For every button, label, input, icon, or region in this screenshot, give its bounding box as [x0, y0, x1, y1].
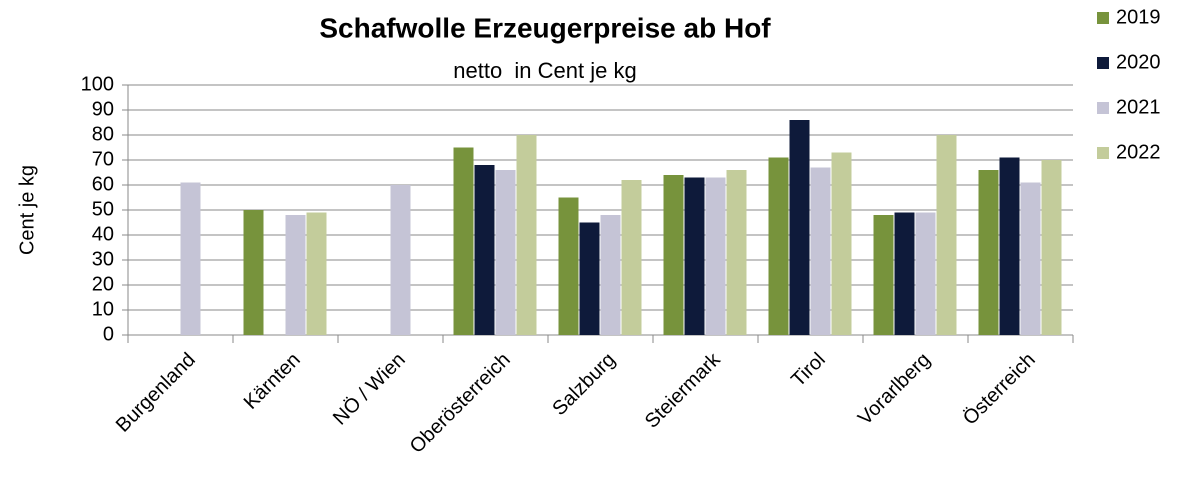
- x-tick-label: Vorarlberg: [854, 349, 935, 430]
- y-tick-label: 90: [92, 98, 114, 120]
- bar: [726, 170, 747, 335]
- bar: [936, 135, 957, 335]
- x-tick-label: Tirol: [787, 349, 830, 392]
- bar: [1041, 160, 1062, 335]
- bar: [285, 215, 306, 335]
- y-tick-label: 0: [103, 323, 114, 345]
- bar: [999, 157, 1020, 335]
- y-tick-label: 60: [92, 173, 114, 195]
- bar: [243, 210, 264, 335]
- y-tick-label: 40: [92, 223, 114, 245]
- bar: [306, 212, 327, 335]
- legend-swatch: [1097, 12, 1109, 24]
- x-tick-label: Oberösterreich: [406, 349, 515, 458]
- bar: [453, 147, 474, 335]
- legend-label: 2020: [1116, 51, 1161, 73]
- x-tick-label: Österreich: [959, 349, 1040, 430]
- bar: [621, 180, 642, 335]
- bar: [390, 185, 411, 335]
- bar: [978, 170, 999, 335]
- bar: [684, 177, 705, 335]
- bar: [873, 215, 894, 335]
- bar: [180, 182, 201, 335]
- y-tick-label: 70: [92, 148, 114, 170]
- bar: [705, 177, 726, 335]
- bar: [663, 175, 684, 335]
- legend-label: 2022: [1116, 141, 1161, 163]
- y-tick-label: 20: [92, 273, 114, 295]
- legend-swatch: [1097, 147, 1109, 159]
- bar: [516, 135, 537, 335]
- y-tick-label: 100: [81, 73, 114, 95]
- bar: [600, 215, 621, 335]
- bar: [474, 165, 495, 335]
- bar: [810, 167, 831, 335]
- x-tick-label: NÖ / Wien: [329, 349, 410, 430]
- chart-title: Schafwolle Erzeugerpreise ab Hof: [319, 12, 771, 43]
- y-tick-label: 10: [92, 298, 114, 320]
- x-tick-label: Burgenland: [112, 349, 200, 437]
- legend-label: 2019: [1116, 6, 1161, 28]
- bar: [915, 212, 936, 335]
- bar: [831, 152, 852, 335]
- legend-label: 2021: [1116, 96, 1161, 118]
- y-tick-label: 50: [92, 198, 114, 220]
- bar: [1020, 182, 1041, 335]
- y-tick-label: 30: [92, 248, 114, 270]
- bar: [558, 197, 579, 335]
- y-tick-label: 80: [92, 123, 114, 145]
- x-tick-label: Kärnten: [240, 349, 305, 414]
- bar: [894, 212, 915, 335]
- legend-swatch: [1097, 57, 1109, 69]
- bar: [579, 222, 600, 335]
- legend-swatch: [1097, 102, 1109, 114]
- chart-subtitle: netto in Cent je kg: [453, 58, 636, 83]
- x-tick-label: Salzburg: [548, 349, 619, 420]
- x-tick-label: Steiermark: [641, 348, 726, 433]
- bar: [789, 120, 810, 335]
- bar: [768, 157, 789, 335]
- y-axis-label: Cent je kg: [16, 165, 38, 255]
- bar: [495, 170, 516, 335]
